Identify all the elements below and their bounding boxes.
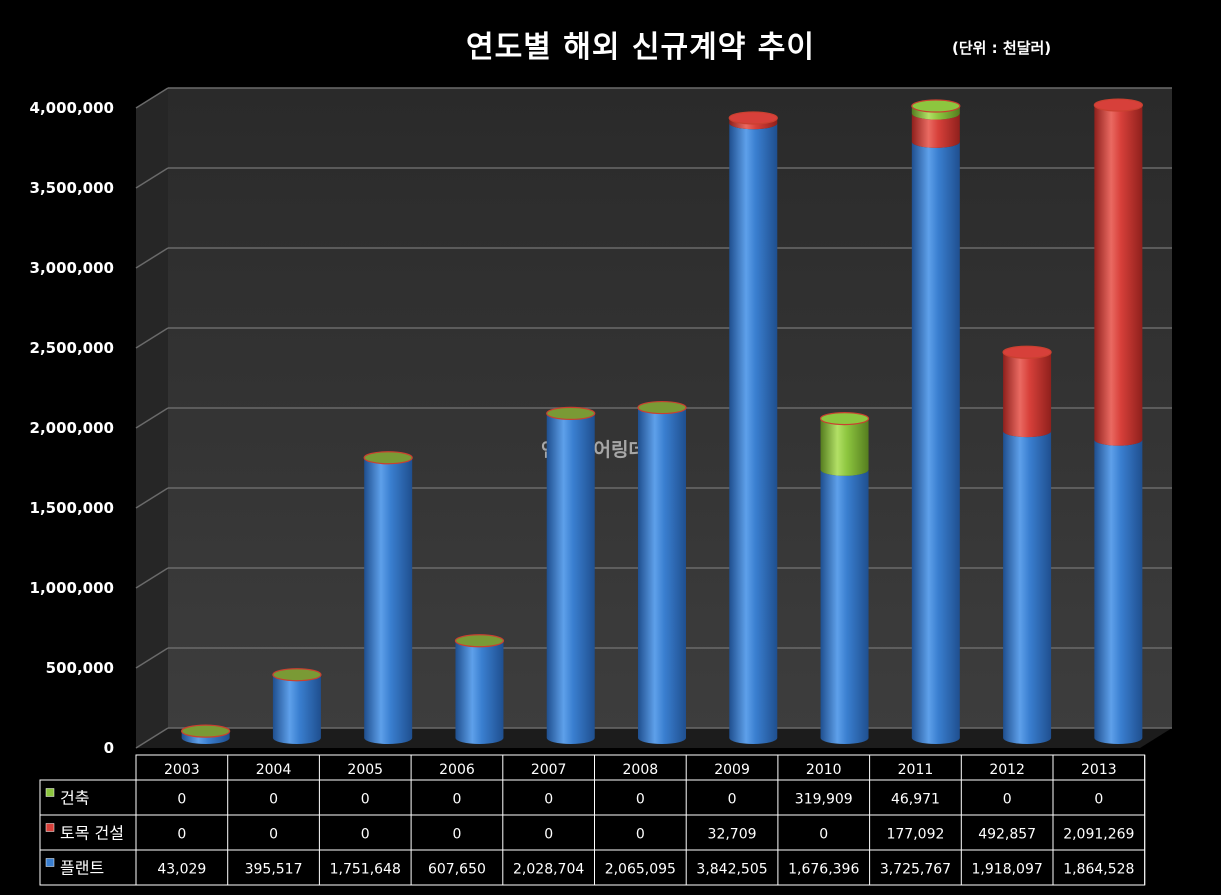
data-label: 3,725,767 [880,862,951,878]
x-tick-label: 2011 [898,762,934,778]
bar-top-cap [181,724,231,738]
legend-key [45,858,55,867]
y-tick-label: 1,000,000 [30,579,114,597]
bar-segment-2012-1 [1003,352,1052,438]
bar-segment-2010-2 [820,469,869,744]
bar-top-cap [728,111,778,125]
x-tick-label: 2013 [1081,762,1117,778]
bar-segment-2004-2 [272,674,321,744]
data-label: 46,971 [891,792,940,808]
legend-key [45,823,55,832]
unit-note: (단위 : 천달러) [952,39,1052,57]
bar-segment-2006-2 [455,640,504,744]
legend-entry: 플랜트 [60,859,104,878]
x-tick-label: 2009 [714,762,750,778]
data-label: 43,029 [157,862,206,878]
y-tick-label: 3,500,000 [30,179,114,197]
bar-top-cap [911,99,961,113]
data-label: 0 [636,827,645,843]
gridline-side [135,167,169,189]
gridline-side [135,647,169,669]
gridline-side [135,727,169,749]
data-label: 492,857 [978,827,1036,843]
gridline-side [135,247,169,269]
y-tick-label: 500,000 [46,659,114,677]
data-label: 0 [177,827,186,843]
x-tick-label: 2004 [256,762,292,778]
data-label: 0 [361,792,370,808]
bar-segment-2005-2 [364,457,413,744]
bar-top-cap [637,400,687,415]
x-tick-label: 2006 [439,762,475,778]
bar-segment-2012-2 [1003,431,1052,744]
x-tick-label: 2007 [531,762,567,778]
legend-entry: 토목 건설 [60,824,124,843]
bar-top-cap [363,451,413,465]
bar-top-cap [1002,345,1052,359]
legend-entry: 건축 [60,789,89,808]
x-tick-label: 2008 [623,762,659,778]
bar-segment-2008-2 [638,407,686,744]
data-label: 0 [819,827,828,843]
data-label: 0 [177,792,186,808]
data-label: 3,842,505 [696,862,767,878]
y-tick-label: 1,500,000 [30,499,114,517]
bar-segment-2010-0 [820,418,869,476]
y-tick-label: 0 [104,739,114,757]
data-label: 177,092 [886,827,944,843]
data-label: 2,091,269 [1063,827,1134,843]
bar-segment-2013-1 [1094,105,1143,446]
data-label: 0 [452,792,461,808]
bar-segment-2011-0 [911,106,960,120]
bar-segment-2013-2 [1094,439,1143,744]
data-label: 0 [544,827,553,843]
bar-top-cap [546,406,596,421]
data-label: 2,065,095 [605,862,676,878]
y-tick-label: 2,500,000 [30,339,114,357]
data-label: 319,909 [795,792,853,808]
bar-segment-2007-2 [546,413,595,744]
data-label: 395,517 [245,862,303,878]
gridline-side [135,407,169,429]
data-label: 0 [636,792,645,808]
data-label: 0 [269,827,278,843]
x-tick-label: 2012 [989,762,1025,778]
data-label: 607,650 [428,862,486,878]
data-label: 0 [452,827,461,843]
data-label: 0 [1094,792,1103,808]
y-tick-label: 2,000,000 [30,419,114,437]
x-tick-label: 2003 [164,762,200,778]
legend-key [45,788,55,797]
y-tick-label: 3,000,000 [30,259,114,277]
data-label: 1,864,528 [1063,862,1134,878]
bar-segment-2011-1 [911,113,960,148]
bar-segment-2009-2 [729,123,778,744]
data-label: 0 [544,792,553,808]
data-label: 1,676,396 [788,862,859,878]
data-label: 1,918,097 [972,862,1043,878]
data-label: 0 [1003,792,1012,808]
bar-segment-2011-2 [911,141,960,745]
data-label: 0 [361,827,370,843]
chart-title: 연도별 해외 신규계약 추이 [466,30,815,65]
data-label: 2,028,704 [513,862,584,878]
bar-top-cap [272,668,322,682]
gridline-side [135,87,169,109]
gridline-side [135,567,169,589]
bar-top-cap [1093,98,1143,112]
data-label: 1,751,648 [330,862,401,878]
bar-top-cap [454,634,505,648]
y-tick-label: 4,000,000 [30,99,114,117]
bar-top-cap [819,411,870,426]
x-tick-label: 2005 [347,762,383,778]
x-tick-label: 2010 [806,762,842,778]
gridline-side [135,327,169,349]
gridline-side [135,487,169,509]
data-label: 0 [269,792,278,808]
bar-segment-2009-1 [729,117,778,130]
data-label: 0 [728,792,737,808]
data-label: 32,709 [708,827,757,843]
